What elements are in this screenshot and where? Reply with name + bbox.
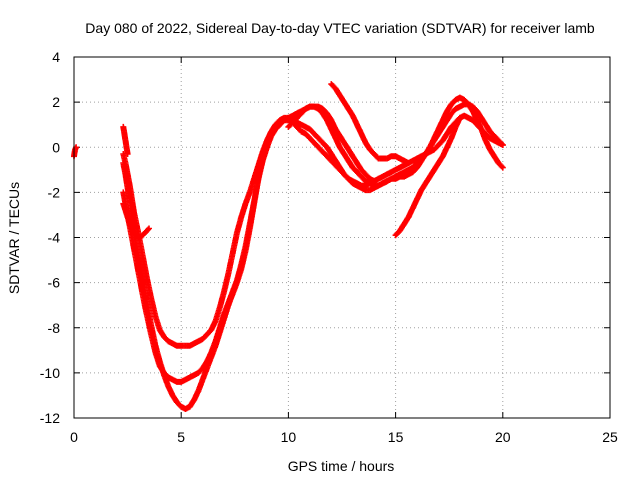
x-tick-label: 5 bbox=[177, 429, 185, 445]
data-point bbox=[499, 164, 506, 171]
data-point bbox=[405, 160, 412, 166]
x-tick-label: 20 bbox=[495, 429, 511, 445]
y-tick-label: 0 bbox=[52, 139, 60, 155]
data-point bbox=[371, 178, 378, 185]
data-point bbox=[499, 142, 506, 148]
data-point bbox=[498, 140, 505, 147]
data-point bbox=[456, 114, 463, 121]
series-trace-8 bbox=[120, 123, 131, 157]
y-tick-label: -6 bbox=[48, 275, 61, 291]
y-tick-label: 2 bbox=[52, 94, 60, 110]
y-tick-label: -8 bbox=[48, 320, 61, 336]
data-point bbox=[145, 226, 151, 233]
y-tick-label: -4 bbox=[48, 230, 61, 246]
y-tick-label: -12 bbox=[40, 410, 60, 426]
x-tick-label: 25 bbox=[602, 429, 618, 445]
data-marks bbox=[71, 81, 506, 412]
y-tick-label: -10 bbox=[40, 365, 60, 381]
data-point bbox=[146, 225, 152, 232]
data-point bbox=[124, 151, 131, 157]
x-tick-label: 10 bbox=[281, 429, 297, 445]
x-tick-label: 15 bbox=[388, 429, 404, 445]
series-trace-4 bbox=[120, 200, 152, 241]
y-tick-label: -2 bbox=[48, 184, 61, 200]
series-trace-5 bbox=[328, 81, 412, 166]
series-trace-6 bbox=[392, 114, 463, 239]
x-tick-label: 0 bbox=[70, 429, 78, 445]
series-trace-9 bbox=[285, 103, 378, 185]
series-trace-2 bbox=[120, 112, 506, 349]
y-axis-label: SDTVAR / TECUs bbox=[6, 182, 22, 294]
y-tick-label: 4 bbox=[52, 49, 60, 65]
tick-labels: 0 5 10 15 20 25 -12 -10 -8 -6 -4 -2 0 2 4 bbox=[40, 49, 618, 445]
plot-frame bbox=[73, 56, 611, 419]
x-axis-label: GPS time / hours bbox=[288, 458, 395, 474]
chart-title: Day 080 of 2022, Sidereal Day-to-day VTE… bbox=[85, 20, 595, 36]
